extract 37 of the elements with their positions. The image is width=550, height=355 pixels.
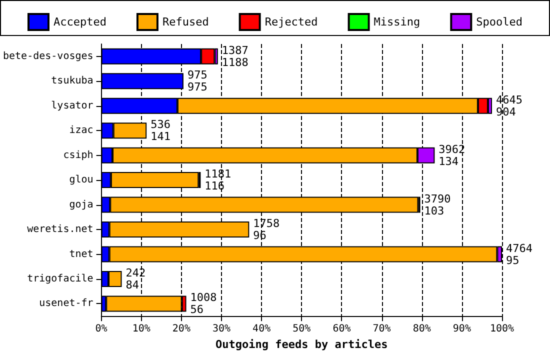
- annotation: 536 141: [150, 118, 170, 144]
- x-tick-label: 80%: [412, 324, 431, 335]
- legend-label: Refused: [162, 16, 209, 28]
- annotation: 1008 56: [190, 291, 217, 316]
- x-tick-label: 50%: [292, 324, 311, 335]
- x-tick-label: 20%: [172, 324, 190, 335]
- y-tick-label: trigofacile: [27, 273, 94, 284]
- y-tick-label: tnet: [69, 248, 94, 260]
- annotation: 1387 1188: [222, 44, 248, 69]
- annotation: 3962 134: [438, 142, 466, 168]
- x-tick-label: 70%: [372, 324, 391, 335]
- y-tick-label: izac: [69, 125, 94, 136]
- y-tick-label: usenet-fr: [39, 298, 94, 310]
- x-tick-label: 0%: [95, 324, 108, 335]
- y-tick-label: lysator: [51, 100, 94, 112]
- annotation: 975 975: [187, 68, 208, 94]
- x-tick-label: 40%: [252, 324, 271, 335]
- annotation: 4764 95: [506, 242, 533, 267]
- y-tick-label: goja: [69, 199, 94, 210]
- x-axis-title: Outgoing feeds by articles: [216, 338, 388, 351]
- annotation: 1181 116: [204, 168, 232, 193]
- y-tick-label: glou: [69, 174, 94, 186]
- x-tick-label: 30%: [212, 324, 231, 335]
- x-tick-label: 60%: [332, 324, 351, 335]
- x-tick-label: 100%: [490, 324, 514, 335]
- annotation: 3790 103: [424, 192, 451, 218]
- y-tick-label: csiph: [63, 150, 94, 161]
- legend-label: Accepted: [53, 16, 106, 28]
- legend-label: Spooled: [476, 16, 523, 28]
- annotation: 4645 904: [496, 93, 522, 118]
- y-tick-label: bete-des-vosges: [2, 50, 94, 62]
- legend-label: Missing: [374, 16, 420, 28]
- legend-label: Rejected: [264, 16, 318, 28]
- x-tick-label: 90%: [452, 324, 471, 335]
- y-tick-label: tsukuba: [51, 76, 94, 87]
- y-tick-label: weretis.net: [27, 224, 94, 236]
- x-tick-label: 10%: [132, 324, 150, 335]
